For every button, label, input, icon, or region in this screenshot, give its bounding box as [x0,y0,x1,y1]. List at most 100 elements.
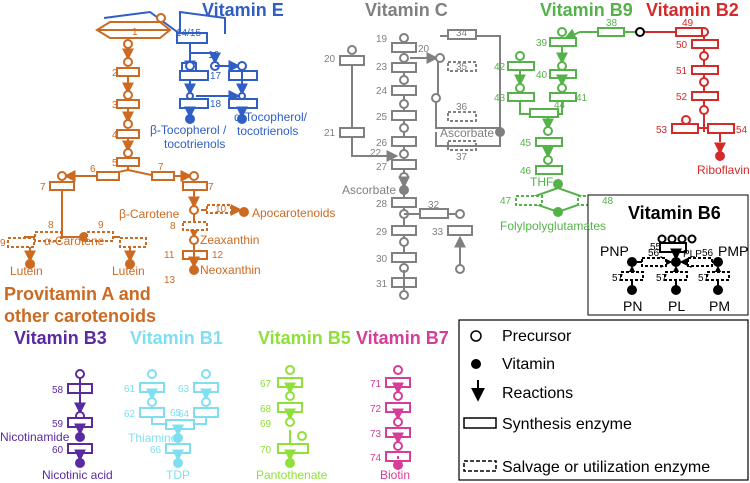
enzyme-number: 72 [370,404,382,415]
enzyme-number: 25 [376,112,388,123]
vitamin-b6-border [587,194,749,316]
enzyme-number: 68 [260,404,272,415]
legend-label-salvage-enzyme: Salvage or utilization enzyme [502,459,710,476]
label-pnp: PNP [600,243,629,259]
enzyme-number: 17 [210,71,222,82]
enzyme-number: 5 [112,158,118,169]
label-neoxanthin: Neoxanthin [200,263,261,277]
title-provitamin-a-line1: Provitamin A and [4,284,151,304]
compound-labels: β-Tocopherol / tocotrienols α-Tocopherol… [0,110,750,482]
label-nicotinic-acid: Nicotinic acid [42,468,113,482]
enzyme-number: 8 [48,220,54,231]
enzyme-number: 1 [132,27,138,38]
vitamin-dot [185,114,195,124]
enzyme-number: 64 [178,409,190,420]
enzyme-numbers: 1 14/15 16 17 18 2 3 4 5 6 7 7 7 8 9 9 1… [0,18,748,464]
legend: Precursor Vitamin Reactions Synthesis en… [458,319,749,481]
enzyme-number: 3 [112,100,118,111]
enzyme-number: 69 [260,419,272,430]
enzyme-number: 23 [376,62,388,73]
enzyme-number: 57 [656,273,668,284]
label-zeaxanthin: Zeaxanthin [200,233,259,247]
enzyme-number: 48 [602,196,614,207]
enzyme-number: 43 [494,93,506,104]
dashed-rectangle-icon [463,460,497,472]
title-vitamin-c: Vitamin C [365,0,448,20]
vitamin-b2-pathway [635,27,735,161]
enzyme-number: 50 [676,40,688,51]
label-ascorbate-loop: Ascorbate [440,126,494,140]
enzyme-number: 74 [370,453,382,464]
enzyme-box [179,70,209,81]
label-biotin: Biotin [380,468,410,482]
open-circle-icon [470,330,482,342]
label-folylpolyglutamates: Folylpolyglutamates [500,219,606,233]
vitamin-b1-pathway [139,369,219,468]
enzyme-number: 56 [702,248,714,259]
enzyme-number: 14/15 [176,28,201,39]
enzyme-number: 70 [260,445,272,456]
vitamin-dot [237,114,247,124]
enzyme-number: 31 [376,279,388,290]
title-vitamin-b9: Vitamin B9 [540,0,633,20]
enzyme-number: 22 [370,148,382,159]
enzyme-number: 32 [428,200,440,211]
enzyme-number: 19 [376,34,388,45]
enzyme-number: 52 [676,92,688,103]
legend-label-precursor: Precursor [502,328,572,345]
enzyme-number: 28 [376,199,388,210]
enzyme-number: 9 [98,220,104,231]
enzyme-number: 53 [656,125,668,136]
enzyme-number: 47 [500,196,512,207]
enzyme-number: 39 [536,38,548,49]
label-pm: PM [709,298,730,314]
label-tocotrienols-2: tocotrienols [237,124,298,138]
vitamin-b7-pathway [385,365,411,470]
enzyme-number: 30 [376,254,388,265]
label-alpha-carotene: α-Carotene [44,234,105,248]
enzyme-number: 51 [676,66,688,77]
enzyme-number: 65 [170,408,182,419]
enzyme-number: 9 [0,238,6,249]
enzyme-number: 57 [698,273,710,284]
enzyme-number: 71 [370,379,382,390]
enzyme-number: 4 [112,130,118,141]
enzyme-number: 58 [52,385,64,396]
enzyme-number: 46 [520,166,532,177]
enzyme-number: 54 [736,125,748,136]
enzyme-number: 11 [164,250,175,261]
label-pn: PN [623,298,642,314]
label-apocarotenoids: Apocarotenoids [252,206,335,220]
legend-border [458,319,749,481]
enzyme-number: 20 [418,44,430,55]
enzyme-number: 13 [164,275,176,286]
enzyme-number: 24 [376,86,388,97]
legend-label-synthesis-enzyme: Synthesis enzyme [502,416,632,433]
enzyme-number: 42 [494,62,506,73]
enzyme-number: 44 [554,100,566,111]
enzyme-number: 7 [208,182,214,193]
enzyme-box [176,32,208,44]
label-tdp: TDP [166,468,190,482]
enzyme-number: 66 [150,445,162,456]
enzyme-number: 55 [650,242,662,253]
label-thiamine: Thiamine [128,431,178,445]
enzyme-box [228,98,258,109]
title-provitamin-a-line2: other carotenoids [4,306,156,326]
enzyme-number: 73 [370,429,382,440]
label-thf: THF [530,175,553,189]
enzyme-number: 56 [648,248,660,259]
label-pantothenate: Pantothenate [256,468,328,482]
vitamin-b5-pathway [277,365,309,468]
title-vitamin-b6: Vitamin B6 [628,203,721,223]
enzyme-number: 27 [376,162,388,173]
enzyme-number: 10 [215,204,227,215]
title-vitamin-b3: Vitamin B3 [14,328,107,348]
enzyme-number: 33 [432,227,444,238]
label-pl: PL [668,298,685,314]
title-vitamin-b5: Vitamin B5 [258,328,351,348]
label-ascorbate-main: Ascorbate [342,183,396,197]
enzyme-number: 12 [212,250,224,261]
enzyme-number: 45 [520,138,532,149]
